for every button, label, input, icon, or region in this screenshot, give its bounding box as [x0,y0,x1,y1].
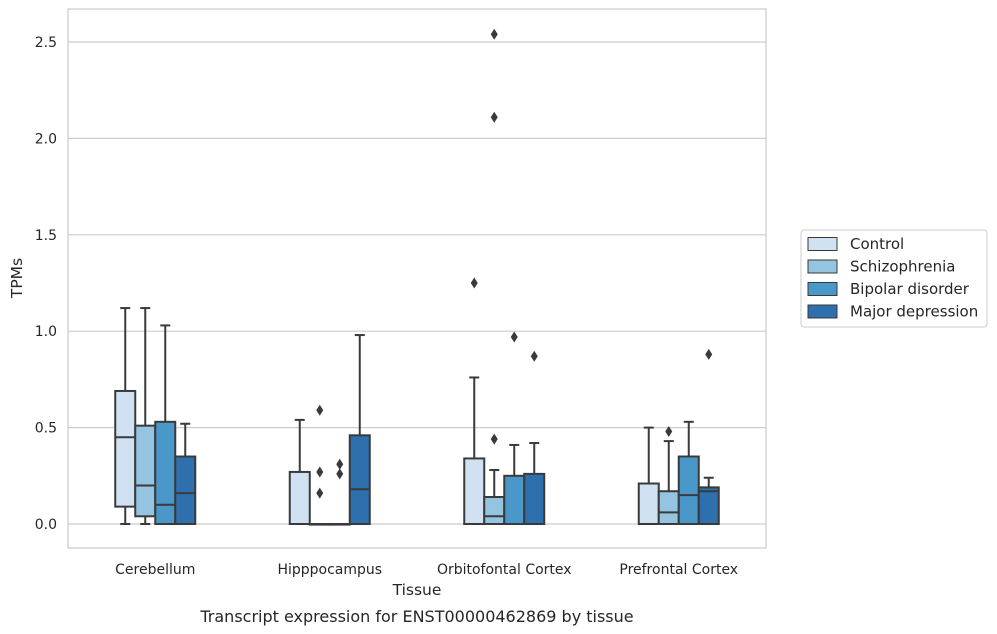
legend-swatch [807,237,838,251]
outlier-point [705,348,713,360]
boxes-layer [114,28,720,526]
legend-frame [800,229,988,328]
legend-swatch [807,282,838,296]
chart-caption: Transcript expression for ENST0000046286… [199,607,633,626]
legend-label: Major depression [850,303,978,321]
y-tick-label: 1.0 [35,324,57,340]
y-tick-label: 0.5 [35,421,57,437]
legend: Control Schizophrenia Bipolar disorder Majo… [800,229,988,328]
box [174,455,197,525]
y-tick-label: 2.0 [35,131,57,147]
legend-swatch [807,259,838,274]
plot-frame [67,8,767,549]
x-tick-labels: Cerebellum Hipppocampus Orbitofontal Corte… [115,562,738,578]
x-tick-label: Orbitofontal Cortex [437,562,572,578]
box [697,486,720,526]
outlier-point [336,458,344,470]
box [114,389,137,508]
x-tick-label: Cerebellum [115,562,195,578]
legend-swatch [807,304,838,319]
x-axis-title: Tissue [392,581,442,599]
box [463,457,486,525]
box [503,474,526,525]
outlier-point [490,111,498,123]
outlier-point [665,425,673,437]
outlier-point [336,468,344,480]
box [483,496,506,525]
y-tick-label: 1.5 [35,228,57,244]
outlier-point [490,28,498,40]
x-tick-label: Hipppocampus [277,562,382,578]
legend-label: Schizophrenia [850,258,955,276]
box [523,472,546,526]
outlier-point [470,277,478,289]
box [348,434,371,526]
outlier-point [316,404,324,416]
outlier-point [510,331,518,343]
box [677,455,700,525]
box [134,424,157,518]
y-tick-label: 0.0 [35,517,57,533]
box [154,420,177,526]
box [288,470,311,525]
box [657,490,680,525]
outlier-point [316,487,324,499]
legend-label: Bipolar disorder [850,280,970,298]
x-tick-label: Prefrontal Cortex [619,562,738,578]
box [637,482,660,525]
y-axis-title: TPMs [8,258,26,299]
legend-label: Control [850,235,904,253]
y-tick-label: 2.5 [35,35,57,51]
outlier-point [490,433,498,445]
y-tick-labels: 0.0 0.5 1.0 1.5 2.0 2.5 [35,35,57,533]
outlier-point [316,466,324,478]
outlier-point [530,350,538,362]
